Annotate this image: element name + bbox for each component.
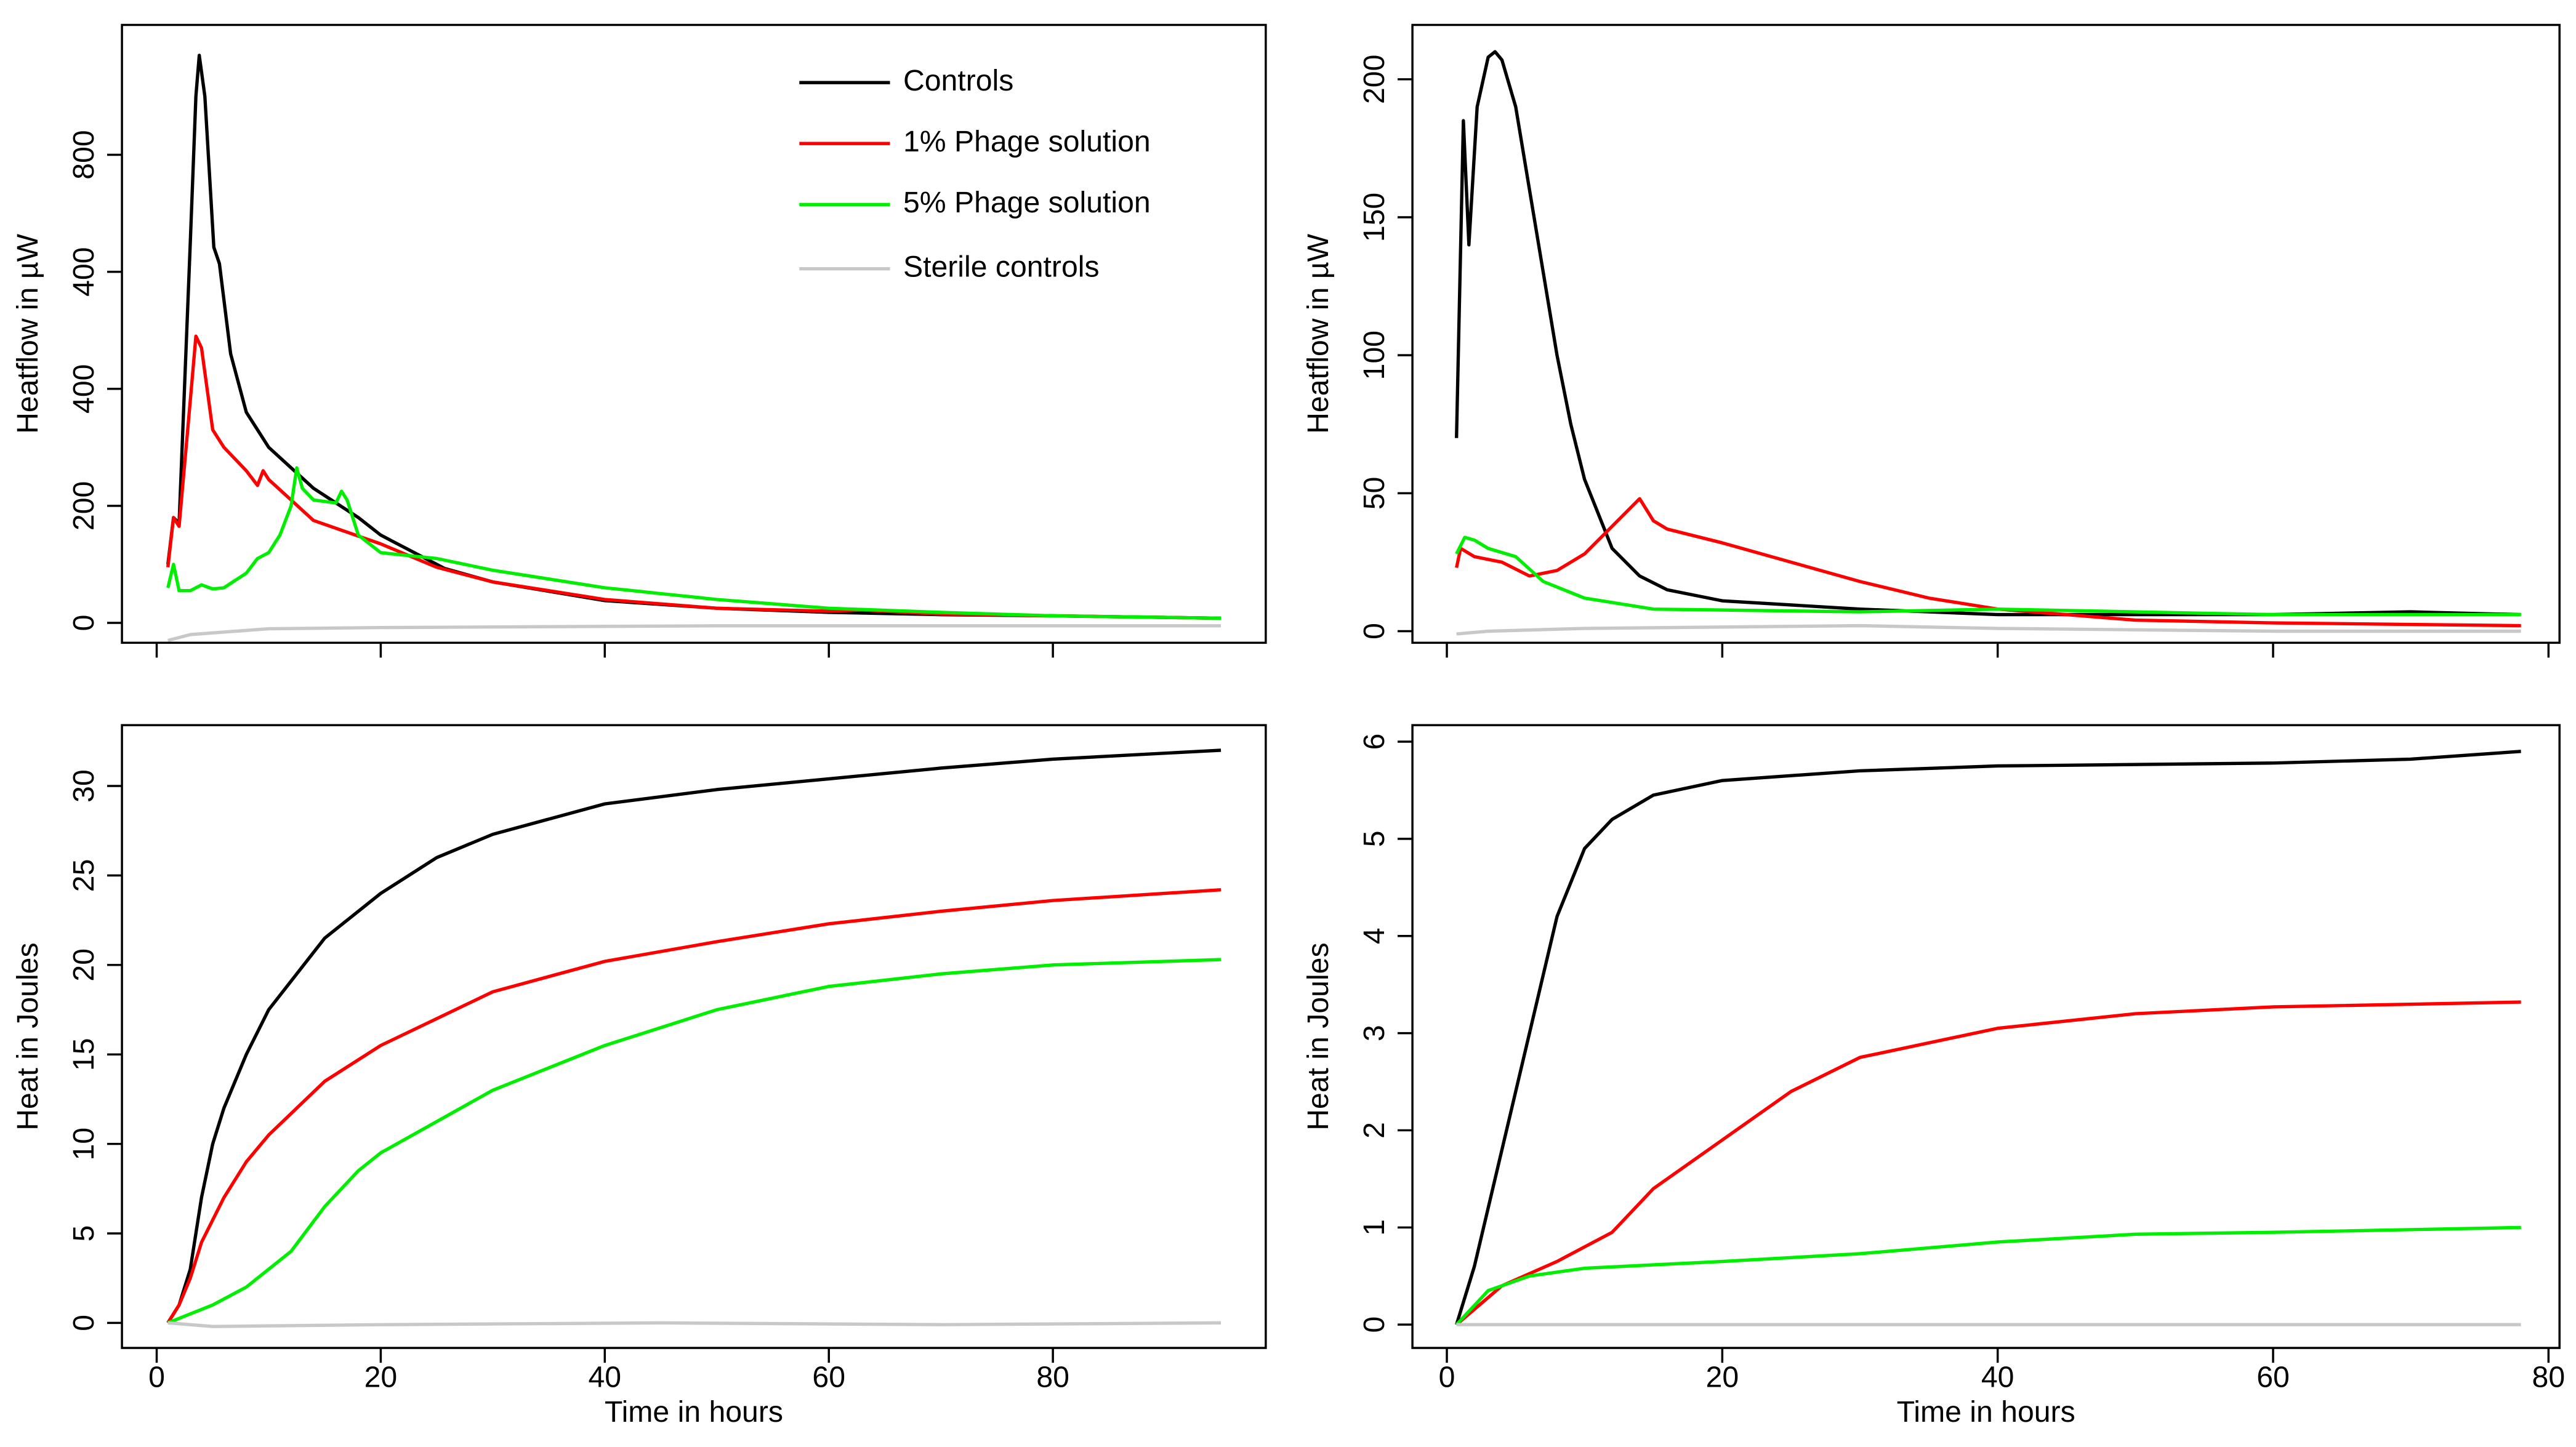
series-line — [166, 748, 1222, 1324]
legend-label: Controls — [903, 64, 1013, 97]
series-line — [167, 958, 1222, 1325]
y-tick-label: 200 — [1358, 55, 1391, 104]
y-tick-label: 6 — [1358, 734, 1391, 750]
x-axis-label: Time in hours — [605, 1395, 783, 1429]
y-tick-label: 0 — [67, 615, 100, 631]
legend-label: Sterile controls — [903, 250, 1100, 283]
series-line — [1455, 497, 2521, 628]
y-axis-label: Heat in Joules — [11, 942, 44, 1130]
y-tick-label: 0 — [67, 1315, 100, 1331]
x-tick-label: 60 — [2256, 1361, 2290, 1394]
y-tick-label: 4 — [1358, 928, 1391, 944]
x-axis-label: Time in hours — [1897, 1395, 2075, 1429]
y-tick-label: 800 — [67, 130, 100, 179]
y-axis-label: Heatflow in µW — [11, 233, 44, 433]
x-tick-label: 20 — [1706, 1361, 1739, 1394]
plot-frame — [1411, 724, 2561, 1349]
series-line — [167, 1321, 1222, 1328]
legend-label: 5% Phage solution — [903, 186, 1151, 219]
y-tick-label: 25 — [67, 859, 100, 892]
y-axis-label: Heat in Joules — [1302, 942, 1335, 1130]
x-tick-label: 40 — [1981, 1361, 2015, 1394]
y-tick-label: 0 — [1358, 623, 1391, 639]
y-tick-label: 150 — [1358, 193, 1391, 242]
plot-frame — [121, 23, 1267, 644]
x-tick-label: 60 — [812, 1361, 845, 1394]
y-tick-label: 200 — [67, 481, 100, 531]
y-tick-label: 30 — [67, 769, 100, 803]
y-axis-label: Heatflow in µW — [1302, 233, 1335, 433]
series-line — [1455, 750, 2521, 1325]
y-tick-label: 2 — [1358, 1122, 1391, 1139]
x-tick-label: 20 — [364, 1361, 398, 1394]
y-tick-label: 20 — [67, 948, 100, 982]
series-line — [1455, 1225, 2521, 1326]
x-tick-label: 0 — [148, 1361, 165, 1394]
series-line — [1455, 535, 2521, 617]
y-tick-label: 400 — [67, 247, 100, 296]
series-line — [167, 624, 1222, 643]
y-tick-label: 5 — [1358, 830, 1391, 847]
x-tick-label: 0 — [1439, 1361, 1455, 1394]
y-tick-label: 100 — [1358, 331, 1391, 380]
plot-frame — [1411, 23, 2561, 644]
y-tick-label: 3 — [1358, 1025, 1391, 1041]
y-tick-label: 10 — [67, 1128, 100, 1161]
series-line — [166, 888, 1222, 1324]
x-tick-label: 80 — [1036, 1361, 1069, 1394]
plot-frame — [121, 724, 1267, 1349]
y-tick-label: 50 — [1358, 477, 1391, 510]
series-line — [1455, 1000, 2521, 1326]
y-tick-label: 5 — [67, 1225, 100, 1242]
x-tick-label: 80 — [2532, 1361, 2566, 1394]
series-line — [166, 334, 1222, 620]
y-tick-label: 400 — [67, 364, 100, 414]
series-line — [1456, 623, 2521, 636]
x-tick-label: 40 — [589, 1361, 622, 1394]
y-tick-label: 1 — [1358, 1219, 1391, 1236]
legend-label: 1% Phage solution — [903, 125, 1151, 158]
y-tick-label: 0 — [1358, 1317, 1391, 1333]
series-line — [166, 466, 1222, 620]
y-tick-label: 15 — [67, 1038, 100, 1071]
series-line — [1455, 50, 2521, 617]
